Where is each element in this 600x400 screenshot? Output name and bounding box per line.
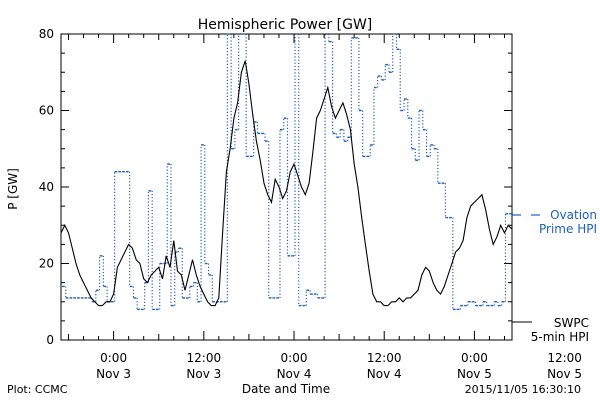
- x-tick-time-label: 12:00: [187, 351, 222, 365]
- x-tick-date-label: Nov 3: [96, 367, 131, 381]
- ovation-prime-series: [62, 33, 513, 311]
- swpc-legend-line1: SWPC: [554, 316, 589, 330]
- plot-timestamp: 2015/11/05 16:30:10: [465, 383, 581, 396]
- x-tick-date-label: Nov 4: [367, 367, 402, 381]
- x-tick-date-label: Nov 5: [457, 367, 492, 381]
- x-tick-time-label: 0:00: [281, 351, 308, 365]
- x-tick-date-label: Nov 4: [277, 367, 312, 381]
- plot-frame: [60, 33, 513, 341]
- plot-credit: Plot: CCMC: [7, 383, 68, 396]
- y-tick-label: 0: [46, 333, 54, 347]
- x-tick-time-label: 0:00: [100, 351, 127, 365]
- swpc-line: [60, 60, 513, 307]
- x-axis-ticks: 0:00 Nov 3 12:00 Nov 3 0:00 Nov 4 12:00 Nov 4 0:…: [68, 34, 582, 381]
- x-tick-date-label: Nov 5: [547, 367, 582, 381]
- y-tick-label: 60: [39, 104, 54, 118]
- y-axis-label: P [GW]: [6, 168, 20, 210]
- x-tick-date-label: Nov 3: [186, 367, 221, 381]
- swpc-series: [60, 60, 513, 307]
- x-tick-time-label: 12:00: [367, 351, 402, 365]
- y-axis-ticks: 0 20 40 60 80: [39, 27, 512, 347]
- ovation-legend-line1: Ovation: [550, 208, 597, 222]
- swpc-legend: SWPC 5-min HPI: [512, 316, 589, 344]
- plot-border: [60, 33, 513, 341]
- ovation-legend-line2: Prime HPI: [539, 222, 597, 236]
- chart-title: Hemispheric Power [GW]: [198, 17, 373, 33]
- swpc-legend-line2: 5-min HPI: [531, 330, 589, 344]
- y-tick-label: 80: [39, 27, 54, 41]
- y-tick-label: 40: [39, 180, 54, 194]
- y-tick-label: 20: [39, 257, 54, 271]
- x-tick-time-label: 12:00: [547, 351, 582, 365]
- x-tick-time-label: 0:00: [461, 351, 488, 365]
- x-axis-label: Date and Time: [242, 382, 330, 396]
- ovation-prime-legend: Ovation Prime HPI: [512, 208, 597, 236]
